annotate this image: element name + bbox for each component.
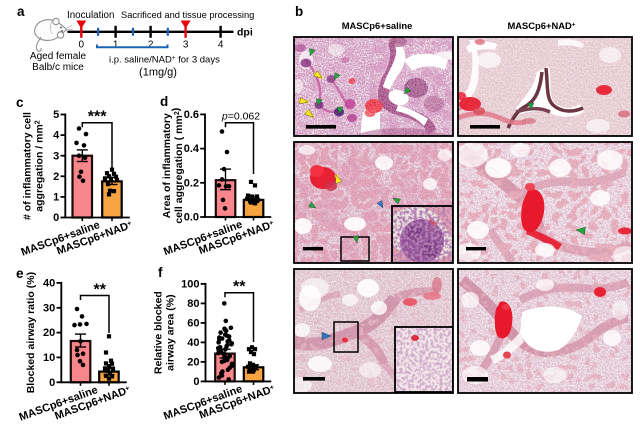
- svg-text:MASCp6+saline: MASCp6+saline: [342, 20, 413, 31]
- svg-text:c: c: [16, 95, 24, 110]
- svg-text:Blocked airway ratio (%): Blocked airway ratio (%): [25, 272, 37, 393]
- svg-text:(1mg/g): (1mg/g): [139, 67, 177, 79]
- svg-text:**: **: [94, 282, 107, 299]
- svg-text:e: e: [16, 266, 24, 281]
- svg-text:2: 2: [148, 40, 154, 51]
- svg-text:0: 0: [193, 376, 199, 388]
- svg-text:4: 4: [53, 130, 60, 142]
- svg-text:dpi: dpi: [237, 27, 253, 39]
- svg-text:0: 0: [79, 40, 85, 51]
- svg-text:5: 5: [53, 109, 59, 121]
- svg-text:0: 0: [53, 212, 59, 224]
- svg-text:Inoculation: Inoculation: [67, 10, 114, 21]
- svg-text:0.2: 0.2: [184, 177, 199, 189]
- svg-text:80: 80: [187, 298, 199, 310]
- svg-text:airway area (%): airway area (%): [165, 294, 177, 370]
- svg-text:0.6: 0.6: [184, 109, 199, 121]
- svg-text:4: 4: [218, 40, 224, 51]
- svg-text:3: 3: [53, 150, 59, 162]
- svg-text:20: 20: [187, 357, 199, 369]
- svg-text:40: 40: [43, 278, 55, 290]
- svg-text:MASCp6+NAD+: MASCp6+NAD+: [507, 20, 575, 31]
- svg-text:a: a: [17, 4, 25, 19]
- svg-text:aggregation / mm2: aggregation / mm2: [34, 120, 46, 212]
- svg-text:0.0: 0.0: [184, 212, 199, 224]
- svg-text:***: ***: [88, 109, 107, 126]
- svg-text:Sacrificed and tissue processi: Sacrificed and tissue processing: [121, 10, 254, 20]
- svg-text:30: 30: [43, 302, 55, 314]
- svg-text:Area of inflammatory: Area of inflammatory: [161, 113, 173, 218]
- svg-text:f: f: [158, 265, 163, 280]
- svg-text:2: 2: [53, 171, 59, 183]
- svg-text:Balb/c mice: Balb/c mice: [32, 62, 84, 73]
- svg-text:20: 20: [43, 327, 55, 339]
- svg-text:**: **: [233, 279, 246, 296]
- svg-text:cell aggregation ( mm2): cell aggregation ( mm2): [170, 108, 185, 224]
- svg-text:40: 40: [187, 337, 199, 349]
- svg-text:Relative blocked: Relative blocked: [153, 291, 165, 374]
- svg-text:0: 0: [49, 377, 55, 389]
- svg-text:b: b: [295, 4, 303, 19]
- svg-text:10: 10: [43, 352, 55, 364]
- svg-text:0.4: 0.4: [184, 143, 200, 155]
- svg-text:60: 60: [187, 318, 199, 330]
- svg-text:# of inflammatory cell: # of inflammatory cell: [22, 112, 34, 220]
- svg-text:1: 1: [53, 192, 59, 204]
- svg-text:p=0.062: p=0.062: [221, 111, 260, 123]
- svg-text:3: 3: [183, 40, 189, 51]
- svg-text:i.p. saline/NAD+ for 3 days: i.p. saline/NAD+ for 3 days: [109, 55, 220, 66]
- svg-text:Aged female: Aged female: [30, 51, 87, 62]
- svg-text:d: d: [160, 94, 168, 109]
- svg-text:100: 100: [181, 279, 199, 291]
- svg-text:1: 1: [113, 40, 119, 51]
